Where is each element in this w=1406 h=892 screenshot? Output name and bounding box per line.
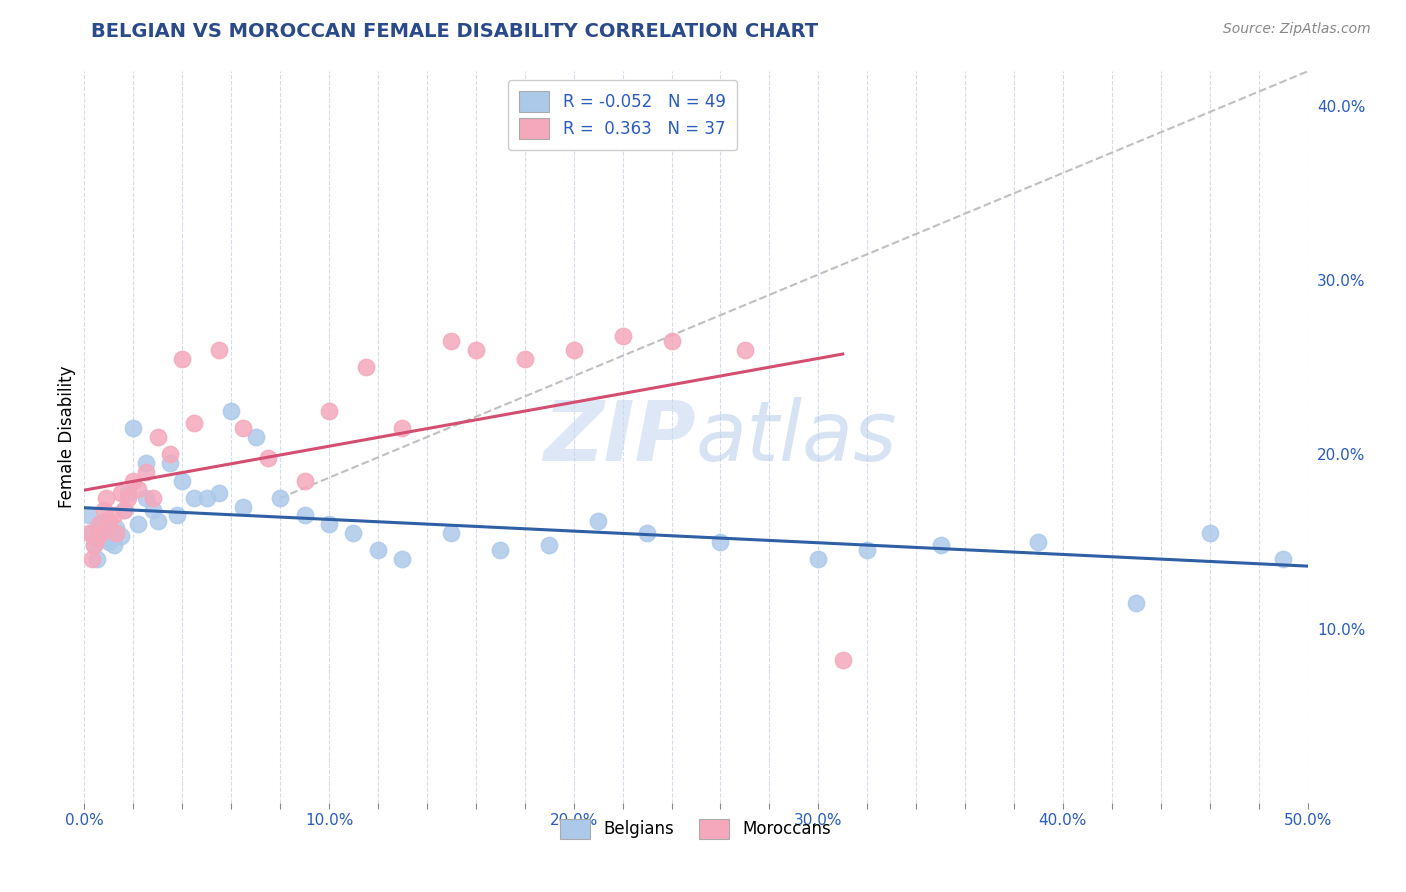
Point	[513, 351, 536, 366]
Point	[734, 343, 756, 357]
Point	[489, 543, 512, 558]
Point	[612, 329, 634, 343]
Point	[208, 485, 231, 500]
Point	[87, 517, 110, 532]
Point	[166, 508, 188, 523]
Point	[90, 525, 112, 540]
Point	[294, 508, 316, 523]
Point	[636, 525, 658, 540]
Point	[97, 534, 120, 549]
Point	[103, 538, 125, 552]
Point	[294, 474, 316, 488]
Point	[831, 653, 853, 667]
Point	[93, 503, 115, 517]
Point	[232, 500, 254, 514]
Point	[90, 531, 112, 545]
Point	[103, 508, 125, 523]
Point	[245, 430, 267, 444]
Point	[110, 529, 132, 543]
Point	[127, 483, 149, 497]
Point	[142, 503, 165, 517]
Point	[183, 416, 205, 430]
Point	[440, 525, 463, 540]
Point	[86, 522, 108, 536]
Point	[342, 525, 364, 540]
Y-axis label: Female Disability: Female Disability	[58, 366, 76, 508]
Point	[112, 503, 135, 517]
Point	[127, 517, 149, 532]
Point	[183, 491, 205, 505]
Point	[105, 525, 128, 540]
Point	[172, 351, 194, 366]
Text: ZIP: ZIP	[543, 397, 696, 477]
Point	[269, 491, 291, 505]
Point	[142, 491, 165, 505]
Point	[77, 508, 100, 523]
Text: Source: ZipAtlas.com: Source: ZipAtlas.com	[1223, 22, 1371, 37]
Point	[93, 514, 115, 528]
Point	[318, 404, 340, 418]
Point	[391, 552, 413, 566]
Point	[1198, 525, 1220, 540]
Point	[709, 534, 731, 549]
Point	[122, 474, 145, 488]
Point	[146, 430, 169, 444]
Point	[257, 450, 280, 465]
Legend: Belgians, Moroccans: Belgians, Moroccans	[554, 812, 838, 846]
Point	[172, 474, 194, 488]
Point	[562, 343, 585, 357]
Point	[807, 552, 830, 566]
Point	[86, 531, 108, 545]
Point	[856, 543, 879, 558]
Point	[80, 552, 103, 566]
Point	[195, 491, 218, 505]
Point	[83, 538, 105, 552]
Point	[538, 538, 561, 552]
Point	[464, 343, 486, 357]
Point	[96, 491, 118, 505]
Point	[1272, 552, 1295, 566]
Point	[318, 517, 340, 532]
Point	[100, 525, 122, 540]
Point	[440, 334, 463, 349]
Point	[661, 334, 683, 349]
Point	[97, 514, 120, 528]
Point	[110, 485, 132, 500]
Point	[159, 448, 181, 462]
Point	[354, 360, 377, 375]
Point	[367, 543, 389, 558]
Point	[122, 421, 145, 435]
Point	[1125, 595, 1147, 609]
Point	[1028, 534, 1050, 549]
Text: BELGIAN VS MOROCCAN FEMALE DISABILITY CORRELATION CHART: BELGIAN VS MOROCCAN FEMALE DISABILITY CO…	[91, 22, 818, 41]
Point	[219, 404, 242, 418]
Point	[105, 521, 128, 535]
Point	[80, 525, 103, 540]
Point	[77, 525, 100, 540]
Point	[146, 514, 169, 528]
Point	[86, 552, 108, 566]
Point	[117, 491, 139, 505]
Point	[586, 514, 609, 528]
Point	[232, 421, 254, 435]
Point	[208, 343, 231, 357]
Point	[112, 503, 135, 517]
Point	[391, 421, 413, 435]
Point	[135, 456, 157, 470]
Point	[83, 538, 105, 552]
Point	[159, 456, 181, 470]
Text: atlas: atlas	[696, 397, 897, 477]
Point	[87, 525, 110, 540]
Point	[929, 538, 952, 552]
Point	[135, 465, 157, 479]
Point	[117, 485, 139, 500]
Point	[135, 491, 157, 505]
